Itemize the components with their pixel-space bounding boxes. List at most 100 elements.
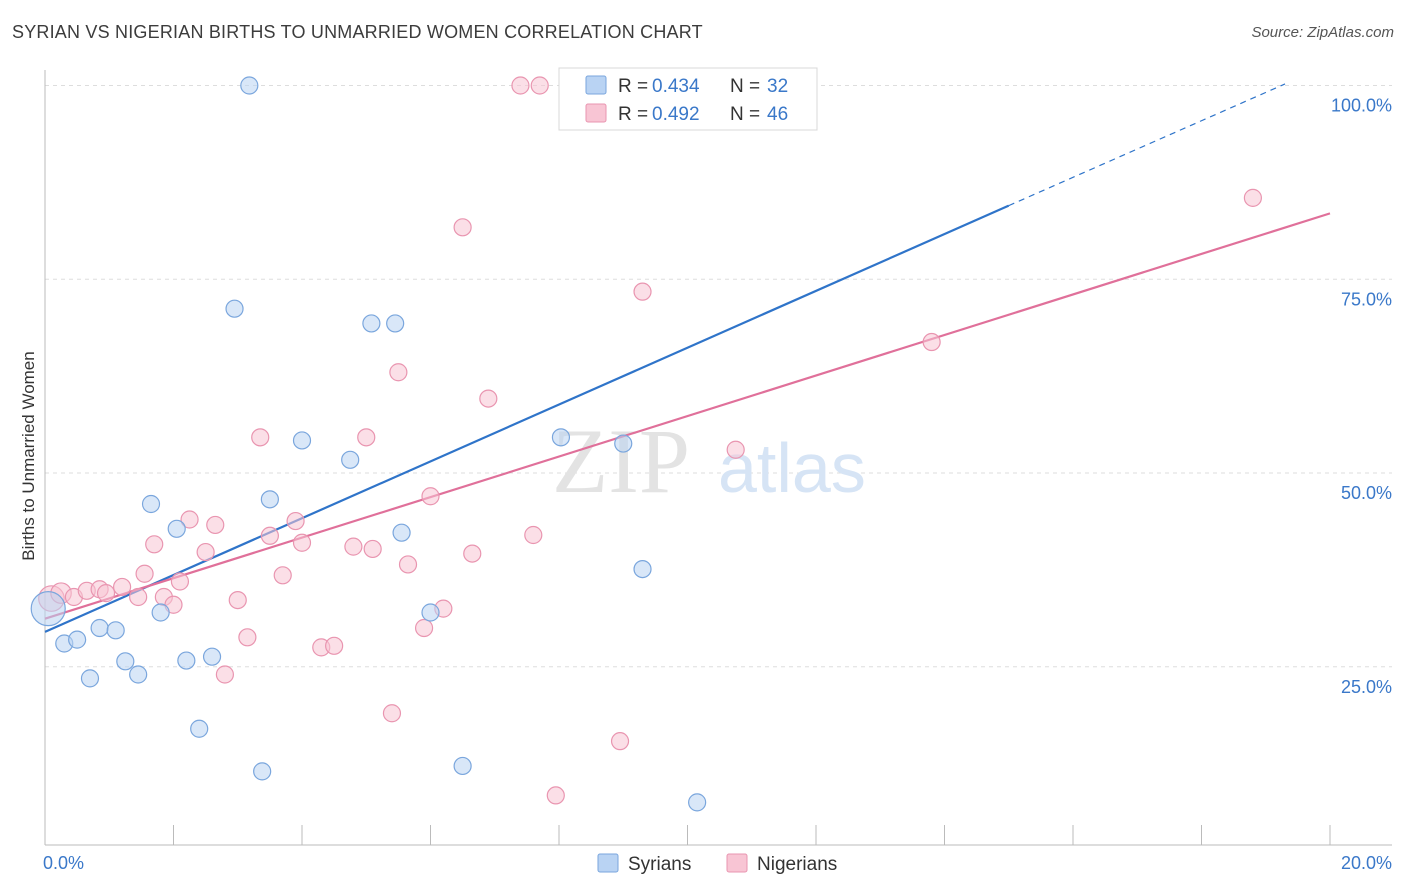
nigerians-trend-line xyxy=(44,212,1331,620)
nigerians-point-39 xyxy=(530,76,549,95)
nigerians-point-29 xyxy=(382,704,402,723)
x-tick-label-1: 20.0% xyxy=(1341,853,1392,873)
nigerians-point-26 xyxy=(344,537,363,556)
syrians-point-28 xyxy=(633,559,652,579)
nigerians-point-16 xyxy=(215,665,234,684)
legend-n-label-nigerians: N = xyxy=(730,104,760,125)
nigerians-point-6 xyxy=(112,577,132,597)
syrians-point-13 xyxy=(202,647,222,666)
series-legend-swatch-syrians xyxy=(597,853,619,873)
nigerians-point-43 xyxy=(633,282,652,301)
nigerians-point-14 xyxy=(196,542,215,562)
nigerians-point-42 xyxy=(610,732,630,751)
syrians-point-17 xyxy=(260,490,279,509)
syrians-point-10 xyxy=(167,519,186,538)
watermark-zip: ZIP xyxy=(552,410,690,512)
nigerians-point-19 xyxy=(251,428,270,447)
nigerians-point-5 xyxy=(96,584,116,603)
series-legend-label-syrians: Syrians xyxy=(628,854,691,875)
syrians-point-20 xyxy=(362,314,381,333)
nigerians-point-8 xyxy=(135,564,154,583)
y-tick-label-3: 100.0% xyxy=(1331,96,1392,116)
y-tick-label-2: 75.0% xyxy=(1341,289,1392,309)
syrians-point-0 xyxy=(30,591,66,627)
syrians-point-5 xyxy=(106,621,125,640)
nigerians-point-27 xyxy=(357,428,376,447)
syrians-point-11 xyxy=(177,651,196,670)
legend-r-label-nigerians: R = xyxy=(618,104,648,125)
y-tick-label-1: 50.0% xyxy=(1341,483,1392,503)
syrians-point-2 xyxy=(68,630,87,649)
nigerians-point-9 xyxy=(145,535,164,554)
legend-n-value-nigerians: 46 xyxy=(767,104,788,125)
nigerians-point-30 xyxy=(389,363,408,382)
syrians-point-21 xyxy=(386,314,405,333)
nigerians-point-12 xyxy=(170,572,190,591)
syrians-trend-line xyxy=(44,204,1010,633)
nigerians-point-36 xyxy=(463,544,482,563)
nigerians-point-15 xyxy=(206,515,225,535)
legend-r-value-syrians: 0.434 xyxy=(652,76,700,97)
nigerians-point-7 xyxy=(129,587,148,607)
syrians-point-27 xyxy=(614,434,633,453)
syrians-point-22 xyxy=(392,523,411,542)
legend-r-label-syrians: R = xyxy=(618,76,648,97)
syrians-point-25 xyxy=(551,428,571,447)
axes xyxy=(44,70,1392,846)
series-legend-swatch-nigerians xyxy=(726,853,748,873)
syrians-point-9 xyxy=(151,603,170,622)
syrians-point-18 xyxy=(292,431,312,450)
legend-swatch-syrians xyxy=(585,75,607,95)
nigerians-point-23 xyxy=(292,533,312,552)
nigerians-point-22 xyxy=(286,511,305,531)
series-legend-label-nigerians: Nigerians xyxy=(757,854,837,875)
nigerians-point-13 xyxy=(180,510,199,529)
source-label: Source: ZipAtlas.com xyxy=(1251,24,1394,41)
nigerians-point-38 xyxy=(511,76,530,95)
x-tick-label-0: 0.0% xyxy=(43,853,84,873)
syrians-point-14 xyxy=(225,299,244,318)
syrians-point-16 xyxy=(253,762,272,781)
syrians-point-12 xyxy=(190,719,209,738)
y-tick-label-0: 25.0% xyxy=(1341,677,1392,697)
syrians-point-24 xyxy=(453,756,472,776)
nigerians-point-31 xyxy=(398,555,418,574)
nigerians-point-33 xyxy=(421,487,440,506)
series-legend: Syrians Nigerians xyxy=(597,853,837,875)
grid-lines xyxy=(45,85,1392,668)
legend-r-value-nigerians: 0.492 xyxy=(652,104,700,125)
syrians-trend-extension xyxy=(1008,83,1286,207)
legend-swatch-nigerians xyxy=(585,103,607,123)
syrians-point-23 xyxy=(421,603,440,622)
nigerians-point-17 xyxy=(228,590,247,610)
nigerians-point-25 xyxy=(325,636,344,655)
stats-legend: R = 0.434 N = 32 R = 0.492 N = 46 xyxy=(558,67,818,131)
syrians-point-29 xyxy=(688,793,707,812)
nigerians-points xyxy=(38,76,1263,805)
nigerians-point-37 xyxy=(479,389,498,408)
trend-lines xyxy=(44,83,1331,633)
nigerians-point-44 xyxy=(726,440,745,459)
watermark-atlas: atlas xyxy=(718,429,866,507)
syrians-point-3 xyxy=(80,669,100,688)
syrians-point-15 xyxy=(240,76,259,95)
nigerians-point-35 xyxy=(453,218,472,237)
y-axis-title: Births to Unmarried Women xyxy=(19,351,38,560)
nigerians-point-21 xyxy=(273,566,292,585)
nigerians-point-41 xyxy=(546,786,565,805)
nigerians-point-18 xyxy=(238,628,257,647)
nigerians-point-32 xyxy=(414,618,434,638)
chart-title: SYRIAN VS NIGERIAN BIRTHS TO UNMARRIED W… xyxy=(12,22,703,42)
nigerians-point-28 xyxy=(363,539,382,559)
nigerians-point-46 xyxy=(1243,188,1263,207)
legend-n-label-syrians: N = xyxy=(730,76,760,97)
nigerians-point-20 xyxy=(260,526,279,545)
tick-labels: 25.0% 50.0% 75.0% 100.0% 0.0% 20.0% xyxy=(43,96,1392,874)
nigerians-point-45 xyxy=(922,332,941,352)
syrians-points xyxy=(30,76,720,812)
syrians-point-7 xyxy=(129,665,148,684)
syrians-point-8 xyxy=(141,494,161,514)
legend-n-value-syrians: 32 xyxy=(767,76,788,97)
nigerians-point-40 xyxy=(524,525,543,545)
